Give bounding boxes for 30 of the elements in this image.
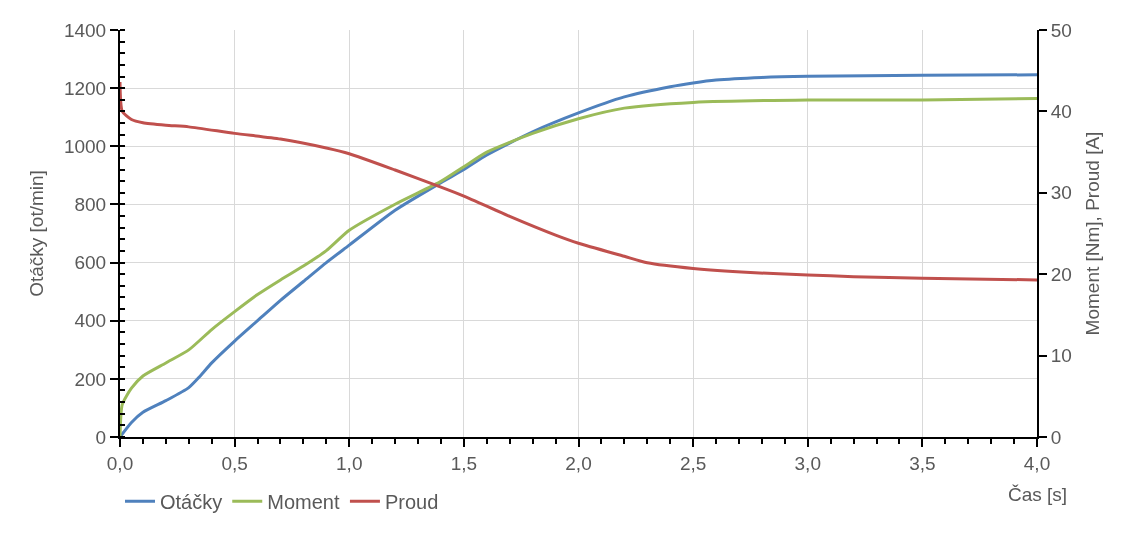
y2-axis-title: Moment [Nm], Proud [A] bbox=[1082, 131, 1104, 336]
y2-tick-label: 10 bbox=[1050, 345, 1072, 367]
x-tick-label: 1,0 bbox=[336, 452, 363, 474]
x-tick-label: 2,0 bbox=[565, 452, 592, 474]
x-tick-label: 3,5 bbox=[909, 452, 936, 474]
x-tick-label: 3,0 bbox=[794, 452, 821, 474]
y2-tick-label: 30 bbox=[1050, 182, 1072, 204]
x-axis-title: Čas [s] bbox=[1008, 484, 1068, 505]
y2-tick-label: 0 bbox=[1050, 426, 1062, 448]
y-tick-label: 400 bbox=[74, 310, 107, 332]
x-tick-label: 1,5 bbox=[450, 452, 478, 474]
x-tick-label: 2,5 bbox=[679, 452, 707, 474]
y-tick-label: 0 bbox=[95, 426, 107, 448]
y-tick-label: 800 bbox=[74, 194, 107, 216]
y-tick-label: 1400 bbox=[63, 19, 107, 41]
y-axis-title: Otáčky [ot/min] bbox=[26, 170, 48, 297]
legend-label: Moment bbox=[267, 491, 340, 514]
x-tick-label: 4,0 bbox=[1023, 452, 1051, 474]
y2-tick-label: 40 bbox=[1050, 101, 1072, 123]
y2-tick-label: 50 bbox=[1050, 19, 1072, 41]
y2-tick-label: 20 bbox=[1050, 263, 1072, 285]
x-tick-label: 0,0 bbox=[106, 452, 134, 474]
y-tick-label: 600 bbox=[74, 252, 107, 274]
y-tick-label: 200 bbox=[74, 368, 107, 390]
y-tick-label: 1000 bbox=[63, 135, 107, 157]
legend-label: Otáčky bbox=[160, 491, 223, 514]
y-tick-label: 1200 bbox=[63, 77, 107, 99]
legend-label: Proud bbox=[384, 491, 439, 514]
line-series bbox=[120, 80, 1037, 282]
x-tick-label: 0,5 bbox=[221, 452, 248, 474]
